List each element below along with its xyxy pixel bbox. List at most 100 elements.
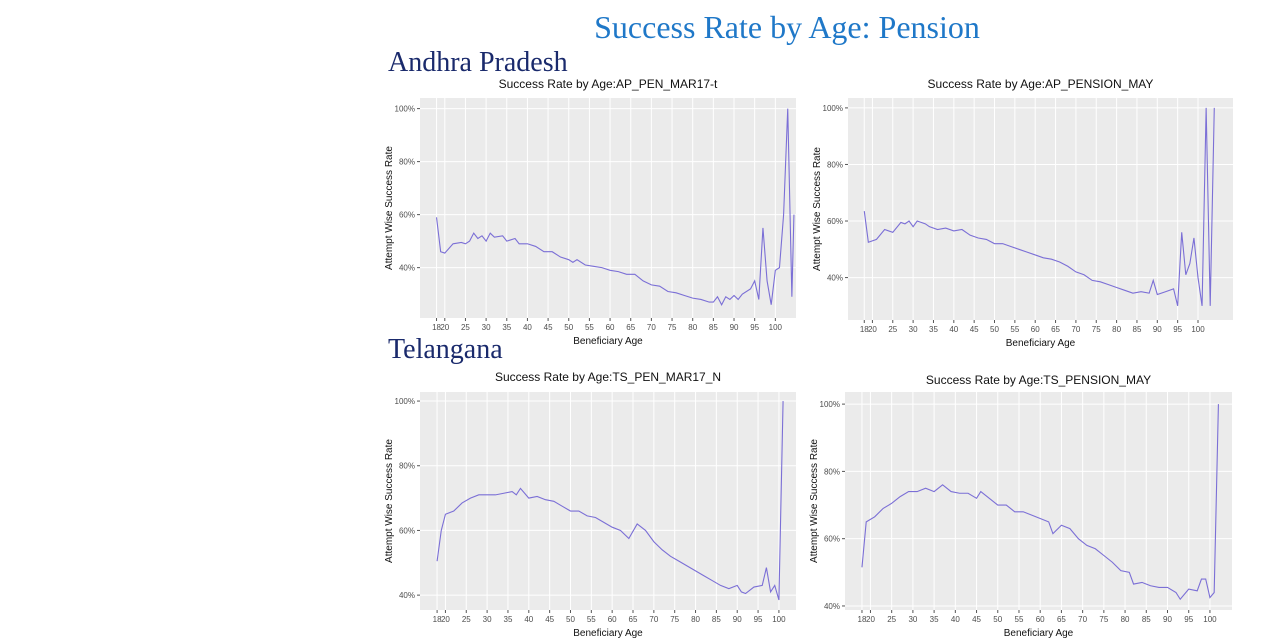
- x-tick-label: 20: [868, 325, 877, 334]
- data-line: [863, 107, 1215, 306]
- x-tick-label: 75: [1099, 615, 1108, 624]
- x-tick-label: 35: [502, 323, 511, 332]
- y-tick-label: 80%: [824, 467, 840, 476]
- plot-background: [420, 98, 796, 318]
- x-tick-label: 90: [1163, 615, 1172, 624]
- x-tick-label: 80: [1121, 615, 1130, 624]
- x-tick-label: 30: [909, 325, 918, 334]
- y-tick-label: 100%: [395, 105, 415, 114]
- x-tick-label: 45: [972, 615, 981, 624]
- x-tick-label: 55: [1015, 615, 1024, 624]
- x-tick-label: 85: [1142, 615, 1151, 624]
- x-tick-label: 25: [462, 615, 471, 624]
- x-tick-label: 100: [772, 615, 786, 624]
- y-tick-label: 40%: [399, 264, 415, 273]
- section-heading: Andhra Pradesh: [388, 47, 568, 78]
- x-tick-label: 40: [951, 615, 960, 624]
- x-tick-label: 25: [461, 323, 470, 332]
- x-tick-label: 55: [587, 615, 596, 624]
- x-tick-label: 60: [606, 323, 615, 332]
- x-tick-label: 95: [750, 323, 759, 332]
- x-tick-label: 50: [566, 615, 575, 624]
- x-tick-label: 75: [1092, 325, 1101, 334]
- x-tick-label: 90: [730, 323, 739, 332]
- x-tick-label: 55: [1010, 325, 1019, 334]
- y-tick-label: 80%: [399, 158, 415, 167]
- x-tick-label: 35: [504, 615, 513, 624]
- chart-title: Success Rate by Age:TS_PENSION_MAY: [926, 373, 1151, 387]
- section-heading: Telangana: [388, 334, 503, 365]
- data-line: [436, 401, 784, 601]
- x-tick-label: 50: [564, 323, 573, 332]
- x-tick-label: 60: [608, 615, 617, 624]
- x-tick-label: 65: [1057, 615, 1066, 624]
- y-tick-label: 80%: [399, 462, 415, 471]
- x-tick-label: 85: [712, 615, 721, 624]
- x-tick-label: 90: [733, 615, 742, 624]
- y-tick-label: 60%: [827, 217, 843, 226]
- data-line: [861, 404, 1219, 601]
- x-tick-label: 70: [1071, 325, 1080, 334]
- y-axis-label: Attempt Wise Success Rate: [812, 147, 823, 271]
- chart-title: Success Rate by Age:AP_PENSION_MAY: [928, 77, 1154, 91]
- x-axis-label: Beneficiary Age: [1004, 628, 1074, 639]
- y-tick-label: 40%: [399, 591, 415, 600]
- x-tick-label: 95: [1173, 325, 1182, 334]
- x-tick-label: 35: [929, 325, 938, 334]
- x-tick-label: 95: [1184, 615, 1193, 624]
- plot-background: [848, 98, 1233, 320]
- x-tick-label: 30: [908, 615, 917, 624]
- x-tick-label: 45: [545, 615, 554, 624]
- x-tick-label: 45: [970, 325, 979, 334]
- x-tick-label: 80: [691, 615, 700, 624]
- x-tick-label: 60: [1036, 615, 1045, 624]
- x-tick-label: 45: [544, 323, 553, 332]
- x-tick-label: 75: [670, 615, 679, 624]
- data-line: [435, 108, 795, 306]
- y-tick-label: 60%: [824, 535, 840, 544]
- y-tick-label: 80%: [827, 160, 843, 169]
- x-tick-label: 20: [441, 615, 450, 624]
- x-tick-label: 60: [1031, 325, 1040, 334]
- x-tick-label: 80: [688, 323, 697, 332]
- x-tick-label: 85: [709, 323, 718, 332]
- x-tick-label: 18: [860, 325, 869, 334]
- x-tick-label: 35: [930, 615, 939, 624]
- x-tick-label: 40: [523, 323, 532, 332]
- x-tick-label: 95: [754, 615, 763, 624]
- x-axis-label: Beneficiary Age: [573, 336, 643, 347]
- x-tick-label: 50: [990, 325, 999, 334]
- slide-title: Success Rate by Age: Pension: [594, 9, 980, 45]
- y-tick-label: 40%: [824, 602, 840, 611]
- x-tick-label: 65: [629, 615, 638, 624]
- plot-background: [420, 392, 796, 610]
- x-tick-label: 90: [1153, 325, 1162, 334]
- y-tick-label: 100%: [395, 397, 415, 406]
- x-tick-label: 100: [1191, 325, 1205, 334]
- x-tick-label: 70: [647, 323, 656, 332]
- x-tick-label: 80: [1112, 325, 1121, 334]
- x-tick-label: 18: [432, 323, 441, 332]
- y-axis-label: Attempt Wise Success Rate: [384, 439, 395, 563]
- x-tick-label: 30: [482, 323, 491, 332]
- chart-title: Success Rate by Age:AP_PEN_MAR17-t: [499, 77, 718, 91]
- x-axis-label: Beneficiary Age: [1006, 338, 1076, 349]
- x-tick-label: 100: [769, 323, 783, 332]
- x-tick-label: 18: [433, 615, 442, 624]
- x-tick-label: 55: [585, 323, 594, 332]
- plot-background: [845, 392, 1232, 610]
- x-tick-label: 50: [993, 615, 1002, 624]
- x-tick-label: 40: [949, 325, 958, 334]
- y-axis-label: Attempt Wise Success Rate: [809, 439, 820, 563]
- x-tick-label: 85: [1133, 325, 1142, 334]
- y-tick-label: 100%: [823, 104, 843, 113]
- x-tick-label: 65: [626, 323, 635, 332]
- x-axis-label: Beneficiary Age: [573, 628, 643, 639]
- x-tick-label: 65: [1051, 325, 1060, 334]
- x-tick-label: 70: [1078, 615, 1087, 624]
- chart-title: Success Rate by Age:TS_PEN_MAR17_N: [495, 370, 721, 384]
- x-tick-label: 100: [1203, 615, 1217, 624]
- x-tick-label: 30: [483, 615, 492, 624]
